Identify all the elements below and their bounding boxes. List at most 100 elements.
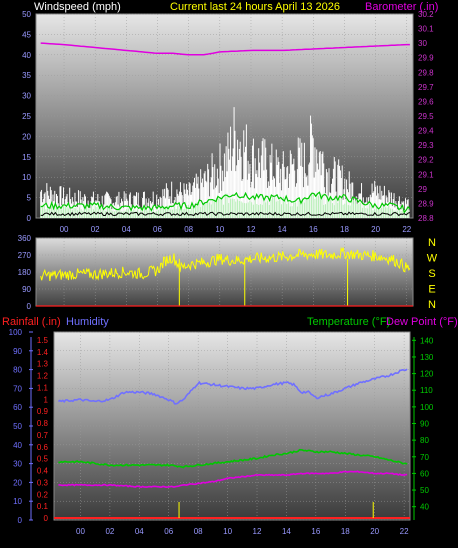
rainfall-tick-label: 0.7	[37, 431, 49, 440]
x-tick-label: 14	[278, 225, 287, 234]
barometer-line	[40, 42, 410, 56]
compass-label: N	[428, 237, 436, 249]
temperature-tick-label: 60	[420, 469, 429, 478]
rainfall-axis-title: Rainfall (.in)	[2, 316, 61, 328]
x-tick-label: 04	[135, 527, 144, 536]
wind-tick-label: 40	[22, 51, 31, 60]
wind-tick-label: 20	[22, 132, 31, 141]
barometer-tick-label: 29.8	[418, 68, 434, 77]
barometer-tick-label: 29.4	[418, 127, 434, 136]
barometer-tick-label: 30	[418, 39, 427, 48]
temperature-tick-label: 80	[420, 436, 429, 445]
direction-panel-background	[35, 237, 414, 307]
humidity-tick-label: 60	[13, 403, 22, 412]
x-tick-label: 18	[341, 527, 350, 536]
x-tick-label: 16	[311, 527, 320, 536]
barometer-tick-label: 29.1	[418, 170, 434, 179]
temperature-tick-label: 140	[420, 336, 434, 345]
barometer-tick-label: 29.6	[418, 97, 434, 106]
wind-low-line	[40, 211, 411, 217]
rainfall-tick-label: 1.5	[37, 336, 49, 345]
humidity-tick-label: 90	[13, 347, 22, 356]
x-tick-label: 04	[122, 225, 131, 234]
rainfall-tick-label: 0	[44, 514, 49, 523]
humidity-tick-label: 0	[18, 516, 23, 525]
x-tick-label: 02	[91, 225, 100, 234]
wind-tick-label: 50	[22, 10, 31, 19]
x-tick-label: 20	[370, 527, 379, 536]
x-tick-label: 14	[282, 527, 291, 536]
x-tick-label: 20	[371, 225, 380, 234]
barometer-tick-label: 29.5	[418, 112, 434, 121]
temperature-tick-label: 110	[420, 386, 433, 395]
wind-tick-label: 30	[22, 92, 31, 101]
humidity-tick-label: 50	[13, 422, 22, 431]
dew-point-line	[58, 470, 408, 489]
compass-label: W	[427, 253, 438, 265]
x-tick-label: 06	[164, 527, 173, 536]
direction-series	[36, 246, 413, 307]
humidity-y-axis: 0 10 20 30 40 50 60 70 80 90 100	[9, 328, 33, 525]
wind-tick-label: 45	[22, 30, 31, 39]
compass-label: E	[428, 284, 435, 296]
wind-tick-label: 0	[27, 214, 32, 223]
barometer-axis-title: Barometer (.in)	[365, 1, 438, 13]
wind-y-axis: 0 5 10 15 20 25 30 35 40 45 50	[22, 10, 31, 223]
dewpoint-axis-title: Dew Point (°F)	[386, 316, 458, 328]
temperature-line	[58, 448, 408, 469]
humidity-line	[57, 368, 408, 405]
direction-tick-label: 90	[22, 285, 31, 294]
x-tick-label: 08	[194, 527, 203, 536]
rain-temp-x-axis: 00 02 04 06 08 10 12 14 16 18 20 22	[76, 527, 409, 536]
temperature-tick-label: 100	[420, 403, 434, 412]
rainfall-y-axis: 0 0.1 0.2 0.3 0.4 0.5 0.6 0.7 0.8 0.9 1 1.1 1.2 1.3 1.…	[37, 336, 49, 523]
wind-series	[40, 42, 411, 218]
direction-tick-label: 270	[18, 251, 32, 260]
x-tick-label: 16	[309, 225, 318, 234]
rainfall-tick-label: 0.1	[37, 502, 49, 511]
barometer-tick-label: 28.9	[418, 199, 434, 208]
temperature-tick-label: 40	[420, 503, 429, 512]
x-tick-label: 10	[215, 225, 224, 234]
barometer-tick-label: 30.2	[418, 10, 434, 19]
barometer-tick-label: 28.8	[418, 214, 434, 223]
x-tick-label: 22	[402, 225, 411, 234]
x-tick-label: 06	[153, 225, 162, 234]
x-tick-label: 00	[76, 527, 85, 536]
rainfall-tick-label: 1.2	[37, 372, 49, 381]
wind-panel-grid	[36, 13, 413, 219]
x-tick-label: 02	[105, 527, 114, 536]
direction-tick-label: 180	[18, 268, 32, 277]
humidity-tick-label: 100	[9, 328, 23, 337]
rainfall-tick-label: 1.3	[37, 360, 49, 369]
wind-x-axis: 00 02 04 06 08 10 12 14 16 18 20 22	[60, 225, 412, 234]
direction-y-axis: 0 90 180 270 360	[18, 234, 32, 311]
rainfall-tick-label: 0.2	[37, 490, 49, 499]
wind-tick-label: 15	[22, 153, 31, 162]
humidity-axis-title: Humidity	[66, 316, 109, 328]
temperature-y-axis: 40 50 60 70 80 90 100 110 120 130 140	[412, 336, 434, 520]
rainfall-tick-label: 1.4	[37, 348, 49, 357]
humidity-tick-label: 10	[13, 497, 22, 506]
rainfall-tick-label: 0.3	[37, 478, 49, 487]
direction-tick-label: 0	[27, 302, 32, 311]
temperature-tick-label: 90	[420, 420, 429, 429]
barometer-tick-label: 29	[418, 185, 427, 194]
direction-tick-label: 360	[18, 234, 32, 243]
x-tick-label: 10	[223, 527, 232, 536]
wind-tick-label: 5	[27, 194, 32, 203]
wind-tick-label: 25	[22, 112, 31, 121]
barometer-tick-label: 30.1	[418, 25, 434, 34]
rain-temp-panel-grid	[54, 331, 410, 521]
humidity-tick-label: 20	[13, 478, 22, 487]
temperature-tick-label: 120	[420, 370, 434, 379]
rainfall-tick-label: 0.6	[37, 443, 49, 452]
chart-title: Current last 24 hours April 13 2026	[170, 1, 340, 13]
wind-tick-label: 35	[22, 71, 31, 80]
humidity-tick-label: 80	[13, 366, 22, 375]
wind-average-line	[40, 191, 411, 214]
rainfall-tick-label: 1.1	[37, 383, 49, 392]
wind-direction-line	[40, 246, 411, 281]
